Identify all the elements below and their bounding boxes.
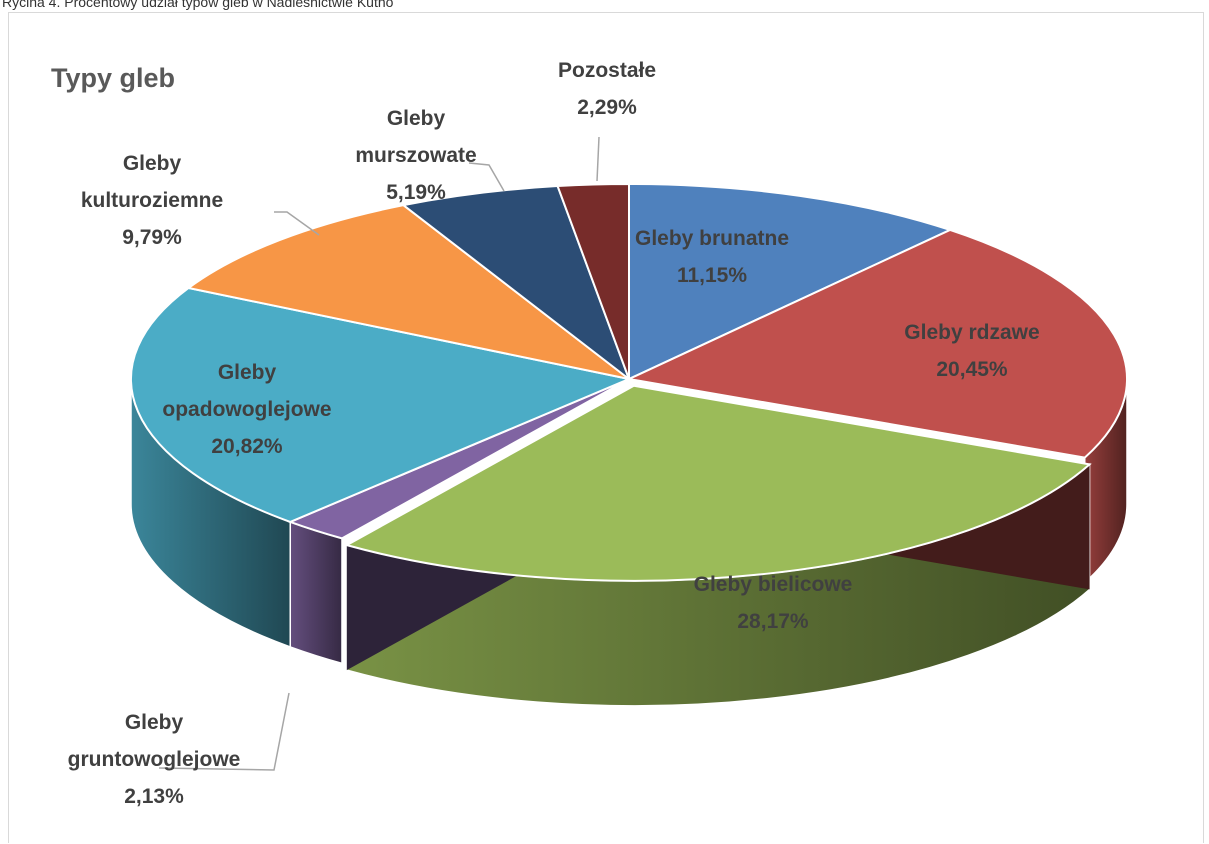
figure-caption: Rycina 4. Procentowy udział typów gleb w… xyxy=(2,0,394,10)
data-label-name: Gleby bielicowe xyxy=(694,573,853,596)
pie-side-gleby-gruntowoglejowe xyxy=(289,520,343,665)
data-label-name: Pozostałe xyxy=(558,59,656,82)
data-label-gleby-brunatne: Gleby brunatne 11,15% xyxy=(635,227,789,287)
data-label-name: Gleby xyxy=(387,107,446,130)
pie-slice-gleby-bielicowe xyxy=(344,384,1092,582)
data-label-name: Gleby xyxy=(125,711,184,734)
data-label-gleby-bielicowe: Gleby bielicowe 28,17% xyxy=(694,573,853,633)
data-label-value: 2,29% xyxy=(577,96,637,119)
data-label-value: 5,19% xyxy=(386,181,446,204)
data-label-gleby-opadowoglejowe: Gleby opadowoglejowe 20,82% xyxy=(162,361,331,458)
data-label-name: gruntowoglejowe xyxy=(68,748,241,771)
data-label-name: Gleby xyxy=(123,152,182,175)
data-label-value: 9,79% xyxy=(122,226,182,249)
pie-slices-layer xyxy=(130,182,1128,582)
pie-slice-gleby-murszowate xyxy=(401,184,632,382)
chart-frame: Gleby brunatne 11,15% Gleby rdzawe 20,45% Gl… xyxy=(8,12,1204,843)
data-label-name: Gleby rdzawe xyxy=(904,321,1039,344)
data-label-name: opadowoglejowe xyxy=(162,398,331,421)
leader-line-gleby-kulturoziemne xyxy=(274,211,320,236)
pie-slice-gleby-opadowoglejowe xyxy=(130,286,633,524)
data-label-value: 28,17% xyxy=(737,610,809,633)
pie-slice-gleby-kulturoziemne xyxy=(186,204,630,380)
data-label-pozostale: Pozostałe 2,29% xyxy=(558,59,656,119)
data-label-name: murszowate xyxy=(355,144,476,167)
data-label-gleby-kulturoziemne: Gleby kulturoziemne 9,79% xyxy=(81,152,223,249)
data-label-gleby-rdzawe: Gleby rdzawe 20,45% xyxy=(904,321,1039,381)
leader-line-pozostale xyxy=(596,136,600,182)
pie-slice-gleby-brunatne xyxy=(628,182,953,381)
data-label-value: 20,45% xyxy=(936,358,1008,381)
pie-slice-pozostale xyxy=(556,182,630,380)
data-label-name: kulturoziemne xyxy=(81,189,223,212)
pie-slice-gleby-rdzawe xyxy=(625,228,1128,459)
leader-line-gleby-murszowate xyxy=(468,162,505,192)
data-label-value: 2,13% xyxy=(124,785,184,808)
data-label-name: Gleby brunatne xyxy=(635,227,789,250)
data-label-value: 20,82% xyxy=(211,435,283,458)
leader-line-gleby-gruntowoglejowe xyxy=(158,692,290,771)
data-label-gleby-murszowate: Gleby murszowate 5,19% xyxy=(355,107,476,204)
data-label-value: 11,15% xyxy=(677,264,747,287)
chart-title: Typy gleb xyxy=(51,63,175,93)
leader-lines-layer xyxy=(158,136,600,771)
data-label-name: Gleby xyxy=(218,361,277,384)
data-label-gleby-gruntowoglejowe: Gleby gruntowoglejowe 2,13% xyxy=(68,711,241,808)
